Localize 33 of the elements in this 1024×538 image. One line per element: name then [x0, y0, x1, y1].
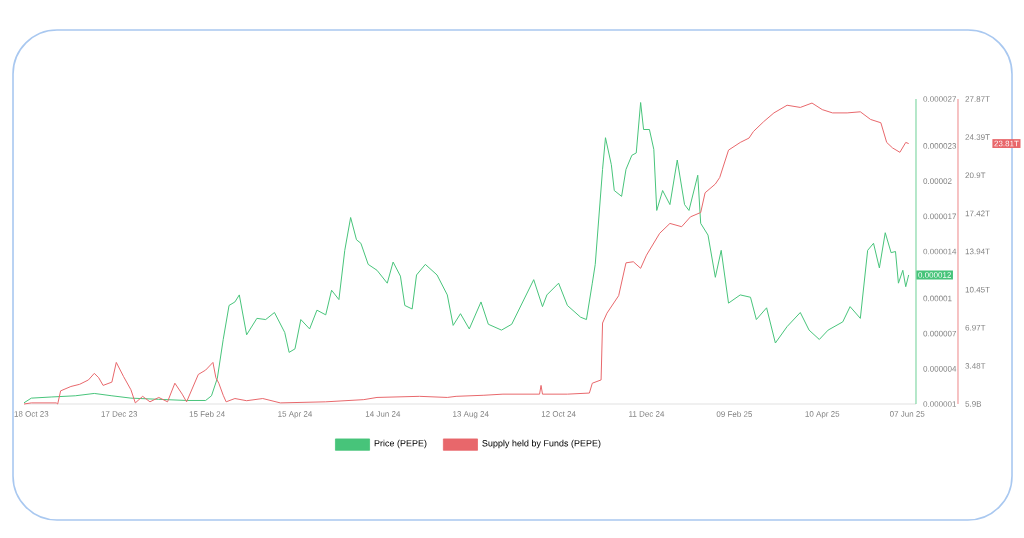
y-tick-label: 0.000014: [923, 248, 957, 255]
y2-tick-label: 10.45T: [965, 286, 990, 293]
x-tick-label: 09 Feb 25: [716, 411, 753, 417]
legend-label: Price (PEPE): [374, 439, 427, 449]
x-tick-label: 11 Dec 24: [629, 411, 665, 417]
y-tick-label: 0.000001: [923, 401, 957, 407]
x-tick-label: 10 Apr 25: [805, 411, 840, 419]
y2-tick-label: 27.87T: [965, 96, 990, 102]
y-tick-label: 0.00001: [923, 295, 952, 302]
y2-tick-label: 3.48T: [965, 363, 986, 369]
y-tick-label: 0.000004: [923, 365, 957, 372]
x-tick-label: 15 Apr 24: [278, 411, 313, 419]
x-tick-label: 18 Oct 23: [14, 411, 49, 417]
y-tick-label: 0.000007: [923, 330, 957, 337]
y2-tick-label: 13.94T: [965, 248, 990, 255]
x-tick-label: 15 Feb 24: [189, 411, 225, 417]
legend-label: Supply held by Funds (PEPE): [482, 439, 601, 449]
y-tick-label: 0.000027: [923, 96, 957, 102]
x-tick-label: 14 Jun 24: [365, 411, 401, 417]
y2-tick-label: 5.9B: [965, 401, 982, 407]
y2-tick-label: 20.9T: [965, 172, 986, 179]
y-tick-label: 0.000017: [923, 213, 957, 220]
text: 0.000012: [918, 272, 951, 278]
x-tick-label: 12 Oct 24: [541, 411, 576, 417]
x-tick-label: 07 Jun 25: [889, 411, 925, 417]
y2-tick-label: 17.42T: [965, 210, 990, 217]
text: 23.81T: [994, 140, 1019, 147]
y2-tick-label: 6.97T: [965, 324, 986, 331]
x-tick-label: 13 Aug 24: [453, 411, 489, 419]
y-tick-label: 0.000023: [923, 143, 957, 149]
x-tick-label: 17 Dec 23: [101, 411, 138, 417]
y-tick-label: 0.00002: [923, 178, 952, 184]
y2-tick-label: 24.39T: [965, 134, 990, 140]
